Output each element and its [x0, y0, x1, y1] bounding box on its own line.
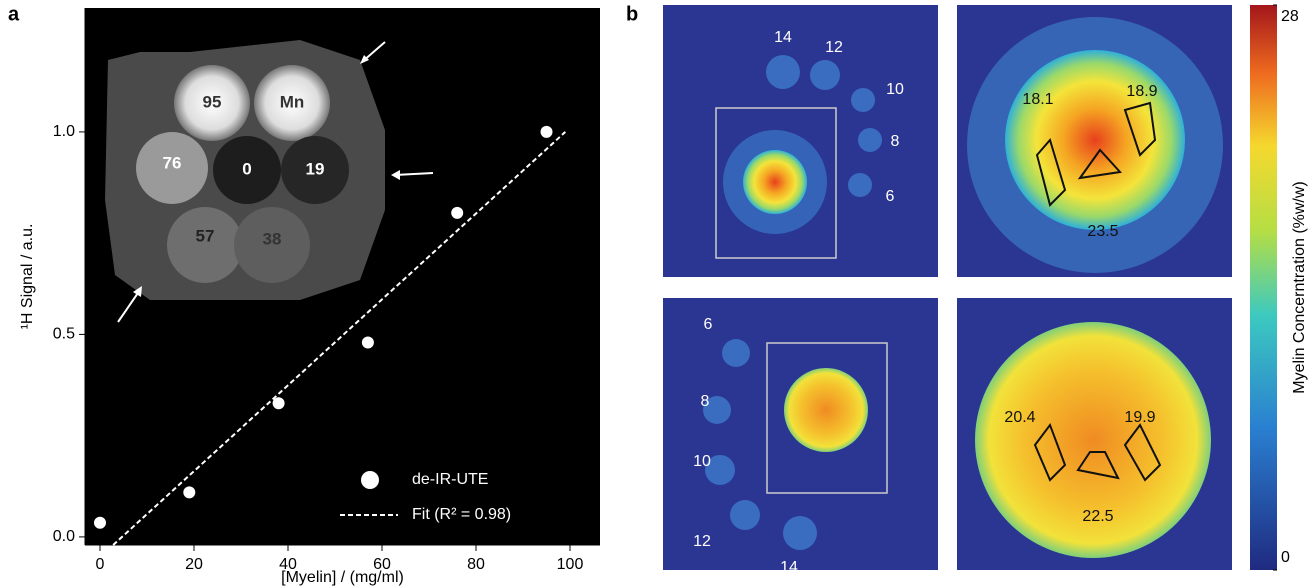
region-label: 23.5: [1087, 223, 1118, 240]
phantom-vial: [851, 88, 875, 112]
region-label: 8: [891, 133, 900, 150]
colorbar-tick-label: 28: [1281, 8, 1299, 25]
inset-label: 95: [203, 92, 222, 111]
phantom-vial: [848, 173, 872, 197]
data-point: [272, 397, 285, 410]
inset-label: 0: [242, 159, 251, 178]
phantom-vial: [703, 396, 731, 424]
region-label: 12: [825, 39, 843, 56]
roi: [1033, 422, 1067, 482]
x-axis-label: [Myelin] / (mg/ml): [281, 569, 404, 586]
phantom-vial: [722, 339, 750, 367]
region-label: 18.9: [1126, 83, 1157, 100]
roi: [1123, 101, 1157, 157]
region-label: 10: [886, 81, 904, 98]
region-label: 6: [886, 188, 895, 205]
region-label: 20.4: [1004, 409, 1035, 426]
colorbar-label: Myelin Concerntration (%w/w): [1291, 181, 1308, 394]
inset-label: 57: [196, 226, 215, 245]
zoom-box: [766, 342, 888, 494]
roi: [1076, 451, 1120, 480]
roi: [1035, 137, 1067, 207]
x-tick-label: 100: [557, 556, 584, 573]
colorbar: [1250, 5, 1277, 570]
phantom-vial: [858, 128, 882, 152]
phantom-vial: [810, 60, 840, 90]
phantom-tissue: [784, 368, 868, 452]
legend-swatch: [361, 471, 379, 489]
data-point: [451, 206, 464, 219]
data-point: [93, 516, 106, 529]
inset-label: 38: [263, 229, 282, 248]
panel-label: a: [8, 3, 20, 25]
data-point: [540, 125, 553, 138]
x-tick-label: 20: [185, 556, 203, 573]
x-tick-label: 0: [96, 556, 105, 573]
legend-label: Fit (R² = 0.98): [412, 506, 511, 523]
region-label: 8: [701, 393, 710, 410]
x-tick-label: 40: [279, 556, 297, 573]
phantom-tissue: [975, 322, 1211, 558]
y-axis-label: ¹H Signal / a.u.: [19, 224, 36, 330]
x-tick-label: 60: [373, 556, 391, 573]
zoom-box: [715, 107, 837, 259]
phantom-vial: [783, 516, 817, 550]
y-tick-label: 0.5: [53, 326, 75, 343]
colorbar-tick-label: 0: [1281, 549, 1290, 566]
region-label: 14: [774, 29, 792, 46]
region-label: 12: [693, 533, 711, 550]
region-label: 6: [704, 316, 713, 333]
phantom-vial: [766, 55, 800, 89]
phantom-vial: [705, 455, 735, 485]
roi: [1077, 148, 1122, 180]
x-tick-label: 80: [467, 556, 485, 573]
data-point: [361, 336, 374, 349]
inset-image: [105, 40, 434, 323]
panel-label: b: [626, 3, 638, 25]
y-tick-label: 1.0: [53, 123, 75, 140]
region-label: 19.9: [1124, 409, 1155, 426]
inset-label: 19: [306, 159, 325, 178]
phantom-tissue: [743, 150, 807, 214]
y-tick-label: 0.0: [53, 528, 75, 545]
region-label: 14: [780, 559, 798, 576]
inset-label: Mn: [280, 92, 305, 111]
region-label: 18.1: [1022, 91, 1053, 108]
fit-line: [112, 131, 566, 546]
phantom-vial: [730, 500, 760, 530]
phantom-tissue: [1005, 50, 1185, 230]
region-label: 10: [693, 453, 711, 470]
legend-label: de-IR-UTE: [412, 471, 488, 488]
inset-label: 76: [163, 153, 182, 172]
data-point: [183, 486, 196, 499]
region-label: 22.5: [1082, 508, 1113, 525]
roi: [1123, 423, 1162, 482]
